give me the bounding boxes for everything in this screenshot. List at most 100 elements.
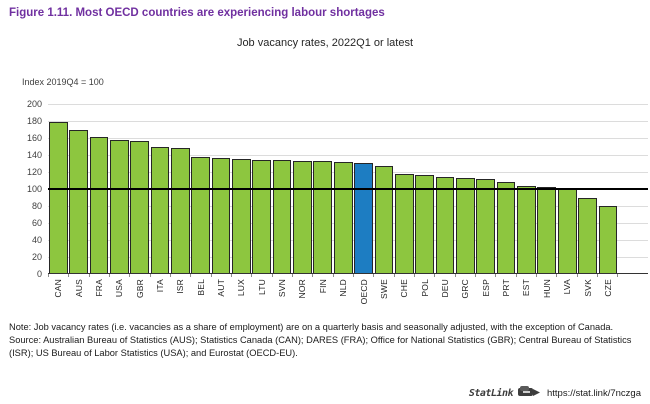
x-tick-label-lux: LUX bbox=[236, 279, 247, 297]
y-axis-unit-label: Index 2019Q4 = 100 bbox=[22, 77, 104, 87]
bar-prt bbox=[496, 182, 516, 274]
x-tick-mark bbox=[435, 274, 456, 277]
gridline bbox=[48, 104, 648, 105]
x-tick-label-aus: AUS bbox=[73, 279, 84, 298]
x-label-cell: LUX bbox=[231, 279, 251, 315]
bar-hun bbox=[537, 187, 557, 274]
x-tick-mark bbox=[171, 274, 192, 277]
x-ticks bbox=[48, 274, 619, 277]
x-tick-mark bbox=[273, 274, 293, 277]
figure-title: Figure 1.11. Most OECD countries are exp… bbox=[9, 7, 385, 19]
y-tick-label: 140 bbox=[26, 150, 42, 160]
bar-deu bbox=[435, 177, 455, 274]
y-tick-label: 20 bbox=[31, 252, 42, 262]
x-tick-label-fra: FRA bbox=[93, 279, 104, 297]
statlink-url[interactable]: https://stat.link/7nczga bbox=[547, 387, 641, 399]
bar-aus bbox=[69, 129, 88, 274]
x-label-cell: HUN bbox=[537, 279, 557, 315]
figure-subtitle: Job vacancy rates, 2022Q1 or latest bbox=[236, 37, 414, 49]
bar-ltu bbox=[252, 160, 272, 274]
x-tick-label-lva: LVA bbox=[562, 279, 573, 295]
x-tick-label-esp: ESP bbox=[480, 279, 491, 297]
x-tick-mark bbox=[151, 274, 171, 277]
y-tick-label: 100 bbox=[26, 184, 42, 194]
x-tick-label-che: CHE bbox=[399, 279, 410, 298]
gridline bbox=[48, 155, 648, 156]
x-tick-label-svn: SVN bbox=[277, 279, 288, 298]
x-tick-mark bbox=[415, 274, 436, 277]
statlink-icon bbox=[518, 384, 542, 402]
x-tick-mark bbox=[517, 274, 537, 277]
x-tick-mark bbox=[537, 274, 558, 277]
x-tick-mark bbox=[395, 274, 415, 277]
bar-lva bbox=[557, 188, 577, 274]
x-tick-label-hun: HUN bbox=[541, 279, 552, 299]
gridline bbox=[48, 121, 648, 122]
x-tick-mark bbox=[69, 274, 90, 277]
x-label-cell: AUT bbox=[211, 279, 231, 315]
x-tick-label-grc: GRC bbox=[460, 279, 471, 299]
bar-fra bbox=[89, 137, 109, 274]
x-tick-mark bbox=[110, 274, 131, 277]
x-tick-label-can: CAN bbox=[53, 279, 64, 298]
x-label-cell: ITA bbox=[150, 279, 170, 315]
bar-esp bbox=[476, 178, 496, 274]
x-tick-label-ita: ITA bbox=[154, 279, 165, 293]
x-tick-label-ltu: LTU bbox=[256, 279, 267, 296]
x-tick-label-nor: NOR bbox=[297, 279, 308, 299]
x-label-cell: LVA bbox=[557, 279, 577, 315]
statlink-row: StatLink https://stat.link/7nczga bbox=[469, 384, 641, 402]
x-label-cell: SVN bbox=[272, 279, 292, 315]
x-tick-label-isr: ISR bbox=[175, 279, 186, 294]
x-label-cell: SWE bbox=[374, 279, 394, 315]
x-tick-mark bbox=[557, 274, 578, 277]
x-tick-mark bbox=[191, 274, 212, 277]
x-label-cell: NOR bbox=[292, 279, 312, 315]
x-label-cell: CZE bbox=[598, 279, 618, 315]
y-tick-label: 180 bbox=[26, 116, 42, 126]
x-tick-mark bbox=[476, 274, 497, 277]
x-tick-label-nld: NLD bbox=[338, 279, 349, 297]
x-tick-mark bbox=[48, 274, 70, 277]
x-tick-label-est: EST bbox=[521, 279, 532, 297]
note-text: Note: Job vacancy rates (i.e. vacancies … bbox=[9, 322, 614, 332]
bar-bel bbox=[191, 156, 211, 274]
x-tick-mark bbox=[334, 274, 354, 277]
source-text: Source: Australian Bureau of Statistics … bbox=[9, 335, 632, 358]
gridline bbox=[48, 138, 648, 139]
y-tick-label: 120 bbox=[26, 167, 42, 177]
y-tick-label: 80 bbox=[31, 201, 42, 211]
x-label-cell: USA bbox=[109, 279, 129, 315]
x-axis-baseline bbox=[48, 273, 648, 274]
x-label-cell: GRC bbox=[455, 279, 475, 315]
x-label-cell: FRA bbox=[89, 279, 109, 315]
x-tick-mark bbox=[293, 274, 314, 277]
x-label-cell: PRT bbox=[496, 279, 516, 315]
bar-svn bbox=[272, 160, 292, 274]
y-axis-labels: 0 20 40 60 80 100 120 140 160 180 200 bbox=[0, 99, 42, 279]
bar-lux bbox=[232, 159, 251, 274]
x-tick-mark bbox=[598, 274, 619, 277]
y-tick-label: 200 bbox=[26, 99, 42, 109]
x-tick-label-bel: BEL bbox=[195, 279, 206, 296]
x-tick-mark bbox=[496, 274, 517, 277]
x-label-cell: CHE bbox=[394, 279, 414, 315]
x-tick-mark bbox=[90, 274, 110, 277]
x-tick-label-cze: CZE bbox=[602, 279, 613, 297]
x-tick-label-fin: FIN bbox=[317, 279, 328, 294]
x-tick-label-svk: SVK bbox=[582, 279, 593, 297]
bar-oecd bbox=[354, 162, 373, 274]
x-tick-label-swe: SWE bbox=[378, 279, 389, 299]
bar-swe bbox=[374, 166, 394, 274]
statlink-label: StatLink bbox=[468, 387, 514, 399]
bar-gbr bbox=[130, 141, 149, 274]
bar-isr bbox=[170, 148, 190, 274]
x-label-cell: FIN bbox=[313, 279, 333, 315]
footnote-block: Note: Job vacancy rates (i.e. vacancies … bbox=[9, 321, 643, 360]
x-tick-label-oecd: OECD bbox=[358, 279, 369, 305]
x-tick-label-usa: USA bbox=[114, 279, 125, 298]
x-label-cell: LTU bbox=[252, 279, 272, 315]
x-label-cell: DEU bbox=[435, 279, 455, 315]
y-tick-label: 0 bbox=[36, 269, 42, 279]
